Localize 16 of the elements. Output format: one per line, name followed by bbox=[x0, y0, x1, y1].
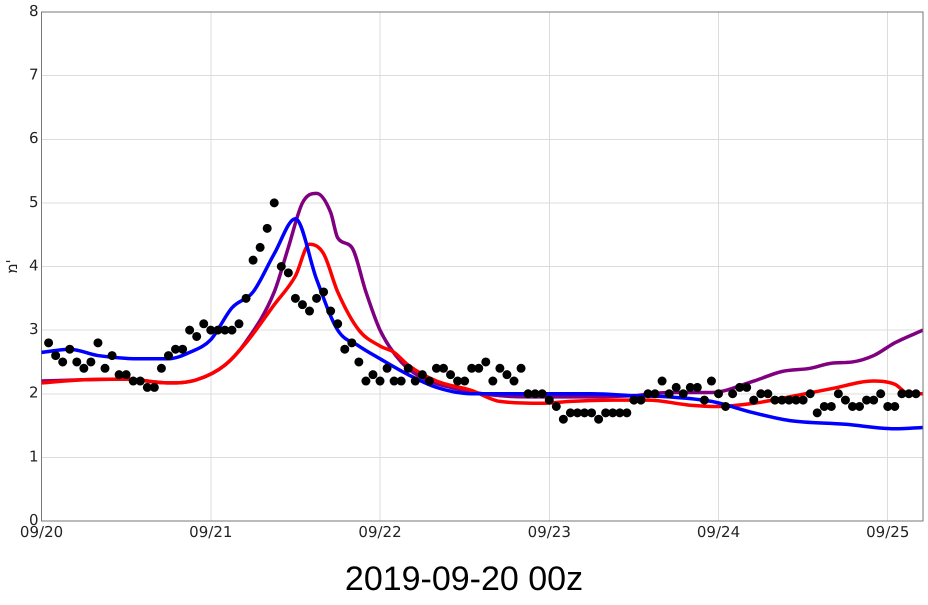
x-tick-label: 09/23 bbox=[528, 522, 571, 541]
y-tick-label: 6 bbox=[28, 129, 39, 148]
y-tick-label: 5 bbox=[28, 192, 39, 211]
y-tick-label: 4 bbox=[28, 256, 39, 274]
x-tick-label: 09/21 bbox=[189, 522, 232, 541]
text: 2019-09-20 00z bbox=[344, 560, 584, 599]
y-axis-title: מ' bbox=[2, 259, 21, 274]
line-series bbox=[42, 242, 923, 408]
y-tick-label: 7 bbox=[28, 66, 39, 84]
x-tick-label: 09/22 bbox=[358, 522, 402, 541]
y-tick-label: 2 bbox=[28, 384, 39, 402]
y-tick-label: 3 bbox=[28, 320, 39, 338]
x-tick-label: 09/24 bbox=[696, 522, 740, 541]
y-tick-label: 8 bbox=[28, 2, 39, 20]
y-tick-label: 1 bbox=[28, 447, 39, 466]
x-tick-label: 09/25 bbox=[866, 522, 910, 541]
